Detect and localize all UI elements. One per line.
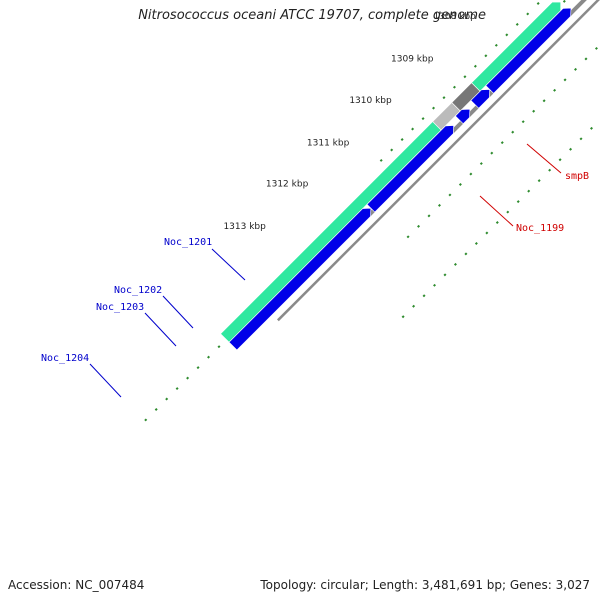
tick-mark-2 (490, 151, 494, 155)
tick-mark-2 (521, 120, 525, 124)
tick-mark-0 (186, 376, 190, 380)
genome-summary-text: Topology: circular; Length: 3,481,691 bp… (260, 578, 590, 592)
cds-reverse-5 (485, 7, 572, 94)
tick-mark-2 (542, 99, 546, 103)
gene-label-noc-1204: Noc_1204 (41, 353, 89, 364)
tick-mark-3 (506, 210, 510, 214)
tick-mark-2 (574, 67, 577, 71)
tick-mark-3 (474, 241, 478, 245)
tick-mark-0 (562, 0, 566, 3)
gene-label-noc-1201: Noc_1201 (164, 237, 212, 248)
tick-mark-1 (390, 148, 394, 152)
scale-label: 1308 kbp (433, 12, 476, 22)
cds-reverse-3 (454, 108, 471, 125)
tick-mark-2 (511, 130, 515, 134)
tick-mark-3 (516, 200, 520, 204)
gene-label-noc-1203: Noc_1203 (96, 302, 144, 313)
tick-mark-1 (411, 127, 415, 131)
scale-label: 1309 kbp (391, 55, 434, 65)
tick-mark-3 (590, 126, 593, 130)
tick-mark-3 (485, 231, 489, 235)
tick-mark-1 (463, 75, 467, 79)
tick-mark-2 (532, 109, 536, 113)
tick-mark-2 (479, 162, 483, 166)
tick-mark-0 (196, 366, 200, 370)
leader-noc-1199 (479, 195, 514, 227)
tick-mark-0 (165, 397, 169, 401)
tick-mark-2 (584, 57, 588, 61)
scale-label: 1312 kbp (266, 180, 309, 190)
tick-mark-1 (442, 96, 446, 100)
tick-mark-3 (453, 262, 457, 266)
tick-mark-1 (515, 22, 519, 26)
tick-mark-1 (379, 158, 383, 162)
leader-noc-1202 (162, 295, 194, 329)
tick-mark-1 (421, 117, 425, 121)
tick-mark-1 (505, 33, 509, 37)
tick-mark-1 (452, 85, 456, 89)
tick-mark-0 (175, 387, 179, 391)
cds-noc-1201 (471, 1, 562, 92)
cds-reverse-4 (470, 89, 491, 109)
tick-mark-3 (443, 273, 447, 277)
gene-label-smpb: smpB (565, 171, 589, 182)
tick-mark-3 (537, 179, 541, 183)
tick-mark-3 (569, 147, 573, 151)
backbone (269, 0, 600, 322)
tick-mark-0 (144, 418, 148, 422)
tick-mark-1 (484, 54, 488, 58)
tick-mark-3 (422, 294, 426, 298)
tick-mark-3 (433, 283, 437, 287)
leader-noc-1203 (144, 312, 177, 347)
cds-reverse-2 (366, 125, 454, 213)
tick-mark-1 (526, 12, 530, 16)
tick-mark-3 (495, 221, 499, 225)
gene-label-noc-1202: Noc_1202 (114, 285, 162, 296)
features (220, 1, 572, 351)
map-title: Nitrosococcus oceani ATCC 19707, complet… (138, 8, 486, 23)
leader-noc-1201 (211, 248, 246, 281)
tick-mark-0 (217, 345, 221, 349)
scale-label: 1313 kbp (223, 222, 266, 232)
tick-mark-1 (494, 43, 498, 47)
tick-mark-3 (558, 158, 562, 162)
tick-mark-2 (594, 46, 598, 50)
tick-mark-2 (427, 214, 431, 218)
backbone-line-1 (277, 0, 600, 322)
leader-lines (89, 143, 562, 398)
tick-mark-3 (527, 189, 531, 193)
gene-label-noc-1199: Noc_1199 (516, 223, 564, 234)
leader-noc-1204 (89, 363, 122, 398)
cds-reverse-1 (228, 207, 372, 351)
accession-text: Accession: NC_007484 (8, 578, 145, 592)
tick-mark-1 (473, 64, 477, 68)
tick-mark-3 (401, 315, 405, 319)
tick-mark-0 (207, 355, 211, 359)
tick-mark-2 (500, 141, 504, 145)
scale-label: 1310 kbp (349, 96, 392, 106)
tick-mark-1 (536, 1, 540, 5)
tick-mark-2 (469, 172, 473, 176)
tick-mark-2 (458, 182, 462, 186)
tick-mark-2 (553, 88, 557, 92)
tick-mark-2 (563, 78, 567, 82)
scale-label: 1311 kbp (307, 139, 350, 149)
tick-mark-3 (464, 252, 468, 256)
tick-mark-2 (417, 224, 421, 228)
tick-mark-1 (432, 106, 436, 110)
tick-mark-3 (548, 168, 552, 172)
tick-mark-2 (406, 235, 410, 239)
tick-mark-1 (400, 138, 404, 141)
tick-mark-0 (154, 408, 158, 411)
tick-mark-3 (412, 304, 416, 308)
tick-mark-2 (437, 203, 441, 207)
leader-smpb (526, 143, 562, 174)
tick-mark-3 (579, 137, 583, 141)
tick-mark-2 (448, 193, 452, 197)
